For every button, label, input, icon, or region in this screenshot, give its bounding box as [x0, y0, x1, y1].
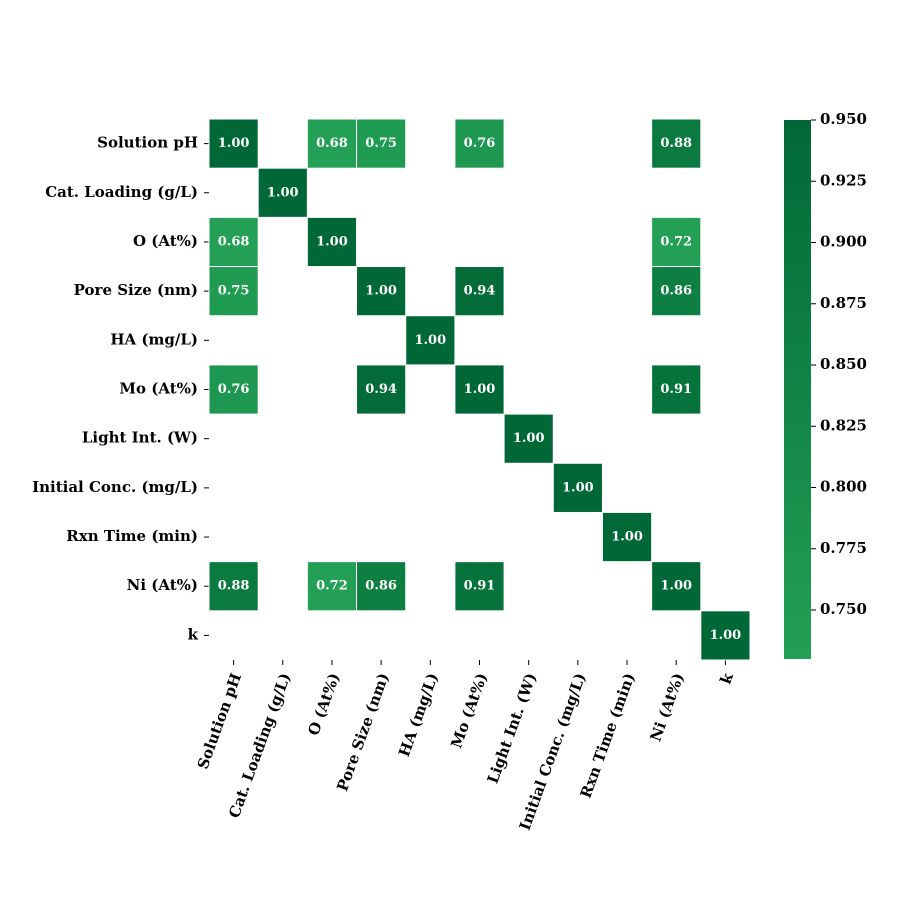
- colorbar-tick-label: 0.775: [820, 539, 867, 557]
- heatmap-cell: [601, 511, 653, 563]
- cell-label: 1.00: [414, 333, 446, 348]
- cell-label: 0.91: [660, 382, 692, 397]
- colorbar-tick-label: 0.750: [820, 600, 867, 618]
- cell-label: 1.00: [513, 431, 545, 446]
- y-tick-label: k: [188, 625, 199, 643]
- cell-label: 0.76: [464, 136, 496, 151]
- heatmap-cell: [651, 118, 702, 169]
- colorbar: [784, 120, 811, 659]
- y-tick-label: Ni (At%): [127, 576, 198, 594]
- heatmap-cell: [356, 561, 407, 612]
- heatmap-cell: [208, 561, 259, 612]
- cell-label: 0.86: [660, 284, 692, 299]
- heatmap-cell: [356, 118, 407, 169]
- y-tick-label: Light Int. (W): [82, 429, 198, 447]
- colorbar-tick-label: 0.925: [820, 171, 867, 189]
- cell-label: 0.86: [365, 579, 397, 594]
- cell-label: 0.68: [316, 136, 348, 151]
- cell-label: 1.00: [562, 480, 594, 495]
- heatmap-cell: [552, 462, 603, 513]
- y-tick-label: HA (mg/L): [110, 330, 198, 348]
- cell-label: 0.76: [218, 382, 250, 397]
- heatmap-cell: [356, 266, 407, 317]
- cell-label: 0.88: [660, 136, 692, 151]
- cell-label: 1.00: [660, 579, 692, 594]
- heatmap-cell: [651, 561, 702, 612]
- heatmap-cell: [454, 118, 505, 169]
- colorbar-tick-label: 0.825: [820, 416, 867, 434]
- colorbar-tick-label: 0.800: [820, 478, 867, 496]
- x-tick-label: Pore Size (nm): [333, 671, 392, 794]
- colorbar-tick-label: 0.875: [820, 294, 867, 312]
- heatmap-cell: [454, 561, 505, 612]
- x-tick-label: Mo (At%): [447, 671, 491, 751]
- y-tick-label: Cat. Loading (g/L): [45, 183, 198, 201]
- y-tick-label: O (At%): [133, 232, 198, 250]
- cell-label: 0.72: [316, 579, 348, 594]
- x-tick-label: HA (mg/L): [395, 671, 442, 759]
- heatmap-cell: [454, 266, 505, 317]
- cell-label: 1.00: [365, 284, 397, 299]
- heatmap-cell: [306, 216, 358, 268]
- y-tick-label: Pore Size (nm): [74, 281, 198, 299]
- colorbar-tick-label: 0.850: [820, 355, 867, 373]
- heatmap-cell: [306, 118, 358, 169]
- heatmap-cell: [208, 216, 259, 268]
- heatmap-cell: [651, 364, 702, 415]
- heatmap-cell: [208, 364, 259, 415]
- cell-label: 1.00: [316, 234, 348, 249]
- cell-label: 0.68: [218, 234, 250, 249]
- cell-label: 0.94: [365, 382, 397, 397]
- cell-label: 1.00: [218, 136, 250, 151]
- colorbar-tick-label: 0.950: [820, 110, 867, 128]
- heatmap-cell: [356, 364, 407, 415]
- cell-label: 1.00: [267, 185, 299, 200]
- cell-label: 1.00: [710, 628, 742, 643]
- cell-label: 1.00: [611, 530, 643, 545]
- heatmap-cell: [208, 118, 259, 169]
- x-tick-label: Ni (At%): [646, 671, 687, 744]
- heatmap-cell: [651, 216, 702, 268]
- cell-label: 0.88: [218, 579, 250, 594]
- x-tick-label: O (At%): [304, 671, 343, 738]
- cell-label: 0.91: [464, 579, 496, 594]
- y-tick-label: Solution pH: [97, 134, 198, 152]
- heatmap-cell: [208, 266, 259, 317]
- y-tick-label: Mo (At%): [119, 380, 198, 398]
- y-tick-label: Rxn Time (min): [66, 527, 198, 545]
- heatmap-cell: [700, 610, 751, 661]
- y-tick-label: Initial Conc. (mg/L): [32, 478, 198, 496]
- x-tick-label: Light Int. (W): [484, 671, 541, 786]
- colorbar-tick-label: 0.900: [820, 233, 867, 251]
- heatmap-cell: [454, 364, 505, 415]
- cell-label: 0.94: [464, 284, 496, 299]
- cell-label: 1.00: [464, 382, 496, 397]
- cell-label: 0.75: [218, 284, 250, 299]
- cell-label: 0.75: [365, 136, 397, 151]
- heatmap-cell: [503, 413, 554, 464]
- x-tick-label: Rxn Time (min): [577, 671, 639, 801]
- x-tick-label: k: [716, 670, 737, 686]
- x-tick-label: Solution pH: [194, 671, 245, 772]
- heatmap-cell: [651, 266, 702, 317]
- cell-label: 0.72: [660, 234, 692, 249]
- heatmap-cell: [405, 315, 456, 366]
- heatmap-cell: [257, 167, 308, 218]
